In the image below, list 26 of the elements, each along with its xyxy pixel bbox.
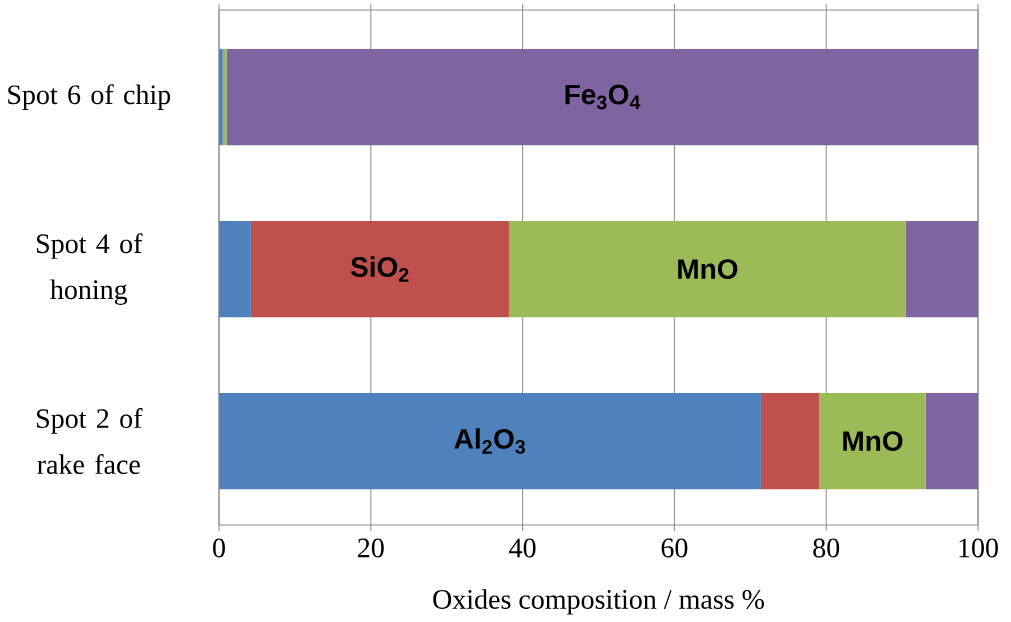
bar [905,220,979,318]
y-tick-label: Spot 2 of rake face [37,408,143,475]
bar [219,220,251,318]
x-tick-label: 80 [813,538,840,558]
x-tick-label: 0 [213,538,225,558]
bar [925,392,979,490]
x-tick-label: 20 [358,538,384,558]
text: MnO [678,259,738,279]
bar [250,220,509,318]
bar [760,392,820,490]
x-axis-title: Oxides composition / mass % [433,589,764,615]
bar [219,392,761,490]
series-label: MnO [843,431,903,451]
bar [819,392,926,490]
series-label: SiO$_{2}$ [350,256,409,282]
y-tick-label: Spot 6 of chip [8,84,171,110]
y-tick-label: Spot 4 of honing [37,233,143,305]
bar [219,48,223,146]
bar [222,48,227,146]
series-label: Al$_{2}$O$_{3}$ [454,428,526,454]
series-label: Fe$_{3}$O$_{4}$ [565,84,641,110]
x-tick-label: 100 [959,538,998,558]
x-tick-label: 40 [509,538,536,558]
bar [508,220,906,318]
x-tick-label: 60 [661,538,688,558]
bar [226,48,979,146]
